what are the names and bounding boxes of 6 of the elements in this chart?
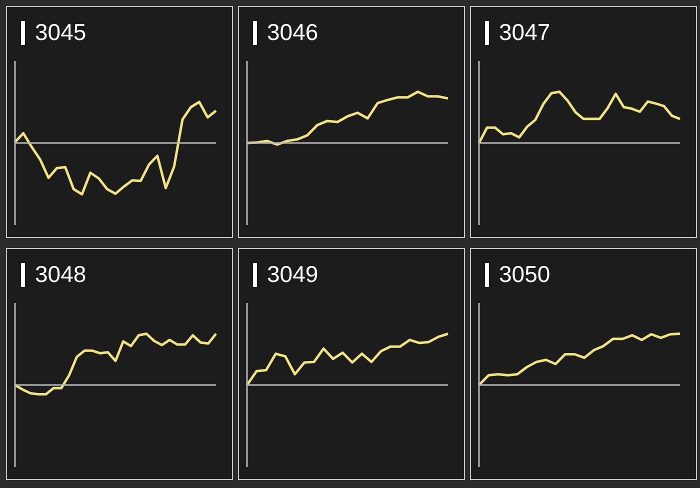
chart-title: 3047: [499, 19, 550, 46]
chart-title: 3049: [267, 261, 318, 288]
chart-title: 3046: [267, 19, 318, 46]
chart-title: 3050: [499, 261, 550, 288]
chart-title: 3048: [35, 261, 86, 288]
chart-title: 3045: [35, 19, 86, 46]
